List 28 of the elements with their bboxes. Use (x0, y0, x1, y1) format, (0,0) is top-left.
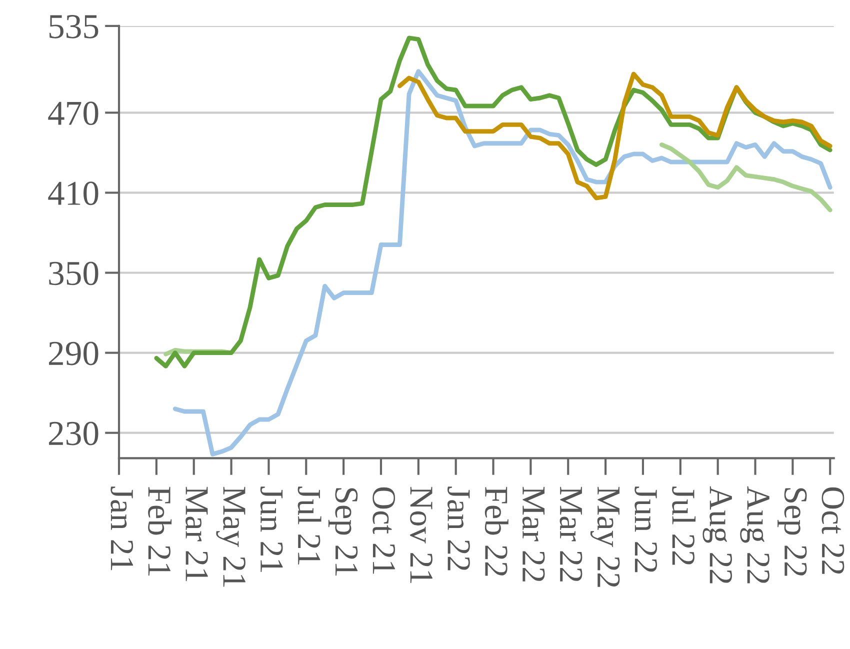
line-series (397, 72, 832, 200)
x-tick-label: May 21 (216, 486, 246, 587)
x-tick-label: Aug 22 (740, 486, 770, 584)
x-tick-label: Feb 22 (484, 486, 508, 576)
x-tick-label: Sep 22 (778, 488, 807, 576)
y-tick-label: 290 (48, 342, 98, 366)
x-tick-label: Sep 21 (328, 488, 358, 576)
y-tick-label: 410 (48, 182, 98, 206)
x-tick-label: Jul 21 (298, 486, 322, 565)
x-tick-label: May 22 (590, 486, 620, 587)
x-tick-label: Jul 22 (672, 486, 696, 565)
y-tick-label: 350 (49, 262, 98, 286)
x-tick-label: Aug 22 (702, 486, 732, 584)
y-tick-label: 535 (49, 15, 98, 38)
line-series (172, 69, 832, 456)
y-tick-label: 470 (48, 102, 98, 126)
x-tick-label: Jun 22 (634, 486, 658, 572)
x-tick-label: Jan 22 (447, 486, 470, 570)
x-tick-label: Oct 22 (822, 487, 844, 574)
x-tick-label: Mar 22 (560, 486, 582, 582)
x-tick-label: Jan 21 (110, 486, 134, 570)
x-tick-label: Feb 21 (148, 486, 172, 576)
x-tick-label: Mar 22 (522, 486, 545, 582)
x-tick-label: Nov 21 (410, 486, 432, 584)
x-tick-label: Oct 21 (372, 487, 396, 574)
x-tick-label: Mar 21 (186, 486, 208, 582)
y-tick-label: 230 (48, 422, 98, 446)
x-tick-label: Jun 21 (260, 486, 283, 572)
